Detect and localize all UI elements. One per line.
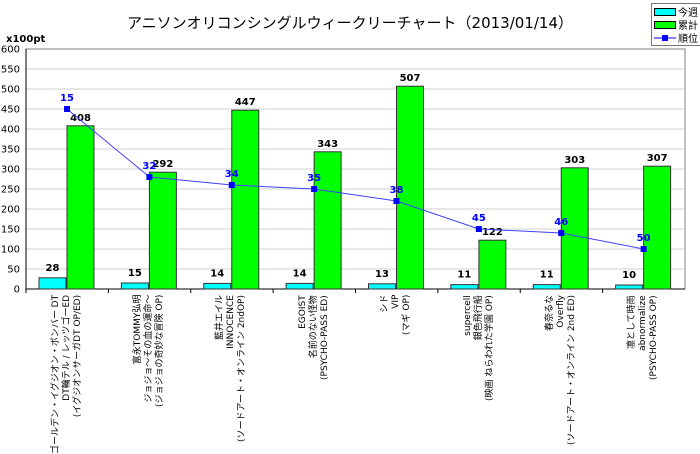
- bar-total: [313, 151, 342, 290]
- y-tick-label: 150: [1, 225, 20, 236]
- bar-total: [148, 171, 177, 290]
- legend-label: 順位: [678, 34, 698, 45]
- legend-swatch-green: [654, 20, 676, 29]
- rank-line: [66, 108, 644, 250]
- bar-total: [231, 109, 260, 290]
- data-label-rank: 38: [390, 185, 404, 196]
- legend-item-weekly: 今週: [654, 5, 699, 19]
- data-label-total: 303: [564, 155, 585, 166]
- x-tick-label: 凛として時雨 abnormalize (PSYCHO-PASS OP): [627, 295, 660, 380]
- data-label-total: 343: [317, 139, 338, 150]
- x-tick-label: EGOIST 名前のない怪物 (PSYCHO-PASS ED): [297, 295, 330, 380]
- bar-total: [478, 239, 507, 290]
- y-tick-label: 0: [14, 285, 20, 296]
- data-label-rank: 34: [225, 169, 239, 180]
- x-tick-label: ゴールデン・イグジオン・ボンバー DT DT輪テル / レッツゴーED (イグジ…: [50, 294, 83, 454]
- legend-line-icon: [654, 34, 676, 41]
- bar-total: [560, 167, 589, 290]
- data-label-rank: 35: [307, 173, 321, 184]
- bar-weekly: [203, 282, 232, 290]
- bar-weekly: [38, 277, 67, 290]
- data-label-weekly: 14: [210, 268, 224, 279]
- data-label-rank: 45: [472, 213, 486, 224]
- y-tick-label: 50: [7, 265, 20, 276]
- data-label-total: 122: [482, 227, 503, 238]
- data-label-rank: 32: [142, 161, 156, 172]
- data-label-rank: 50: [637, 233, 651, 244]
- data-label-rank: 15: [60, 93, 74, 104]
- y-tick-label: 500: [1, 85, 20, 96]
- bar-weekly: [368, 283, 396, 290]
- y-tick-label: 250: [1, 185, 20, 196]
- data-label-weekly: 14: [293, 268, 307, 279]
- rank-point: [558, 230, 565, 236]
- y-tick-label: 200: [1, 205, 20, 216]
- x-tick-label: supercell 銀色飛行船 (映画 ねらわれた学園 OP): [462, 295, 495, 401]
- data-label-weekly: 11: [457, 270, 471, 281]
- bar-weekly: [120, 282, 149, 290]
- y-tick-label: 350: [1, 145, 20, 156]
- bar-weekly: [532, 284, 561, 290]
- bar-weekly: [285, 282, 314, 290]
- y-tick-label: 450: [1, 105, 20, 116]
- rank-point: [475, 226, 482, 232]
- bar-weekly: [615, 284, 644, 290]
- bar-total: [643, 165, 672, 290]
- rank-point: [640, 246, 647, 252]
- x-tick-label: 富永TOMMY弘明 ジョジョ〜その血の運命〜 (ジョジョの奇妙な冒険 OP): [133, 294, 166, 407]
- x-tick-label: シド VIP (マギ OP): [380, 294, 413, 335]
- data-label-weekly: 11: [540, 270, 554, 281]
- bar-total: [396, 85, 424, 290]
- legend-item-total: 累計: [654, 18, 699, 32]
- data-label-total: 292: [152, 159, 173, 170]
- data-label-weekly: 28: [46, 263, 60, 274]
- chart-plot: 0 50 100 150 200 250 300 350 400 450 500 550 600 28 40…: [1, 45, 686, 296]
- rank-point: [228, 182, 235, 188]
- data-label-weekly: 10: [622, 270, 636, 281]
- y-tick-label: 550: [1, 65, 20, 76]
- data-label-weekly: 13: [375, 269, 389, 280]
- rank-point: [146, 174, 153, 180]
- data-label-total: 408: [70, 113, 91, 124]
- data-label-total: 507: [400, 73, 421, 84]
- x-tick-label: 春奈るな Overfly (ソードアート・オンライン 2nd ED): [544, 295, 577, 445]
- rank-point: [393, 198, 400, 204]
- data-label-weekly: 15: [128, 268, 142, 279]
- rank-point: [64, 106, 70, 112]
- bar-total: [66, 125, 95, 290]
- rank-point: [311, 186, 318, 192]
- y-tick-label: 600: [1, 45, 20, 56]
- y-tick-label: 100: [1, 245, 20, 256]
- y-tick-label: 400: [1, 125, 20, 136]
- data-label-rank: 46: [554, 217, 568, 228]
- legend-label: 累計: [678, 21, 698, 32]
- legend-item-rank: 順位: [654, 31, 699, 45]
- chart-title: アニソンオリコンシングルウィークリーチャート（2013/01/14）: [126, 14, 573, 32]
- bar-weekly: [450, 284, 479, 290]
- y-tick-label: 300: [1, 165, 20, 176]
- x-tick-label: 藍井エイル INNOCENCE (ソードアート・オンライン 2ndOP): [215, 295, 248, 442]
- legend-swatch-cyan: [654, 7, 676, 16]
- legend: 今週 累計 順位: [651, 3, 700, 46]
- data-label-total: 447: [235, 97, 256, 108]
- y-axis-label: x100pt: [6, 34, 46, 45]
- data-label-total: 307: [647, 153, 668, 164]
- legend-label: 今週: [678, 8, 698, 19]
